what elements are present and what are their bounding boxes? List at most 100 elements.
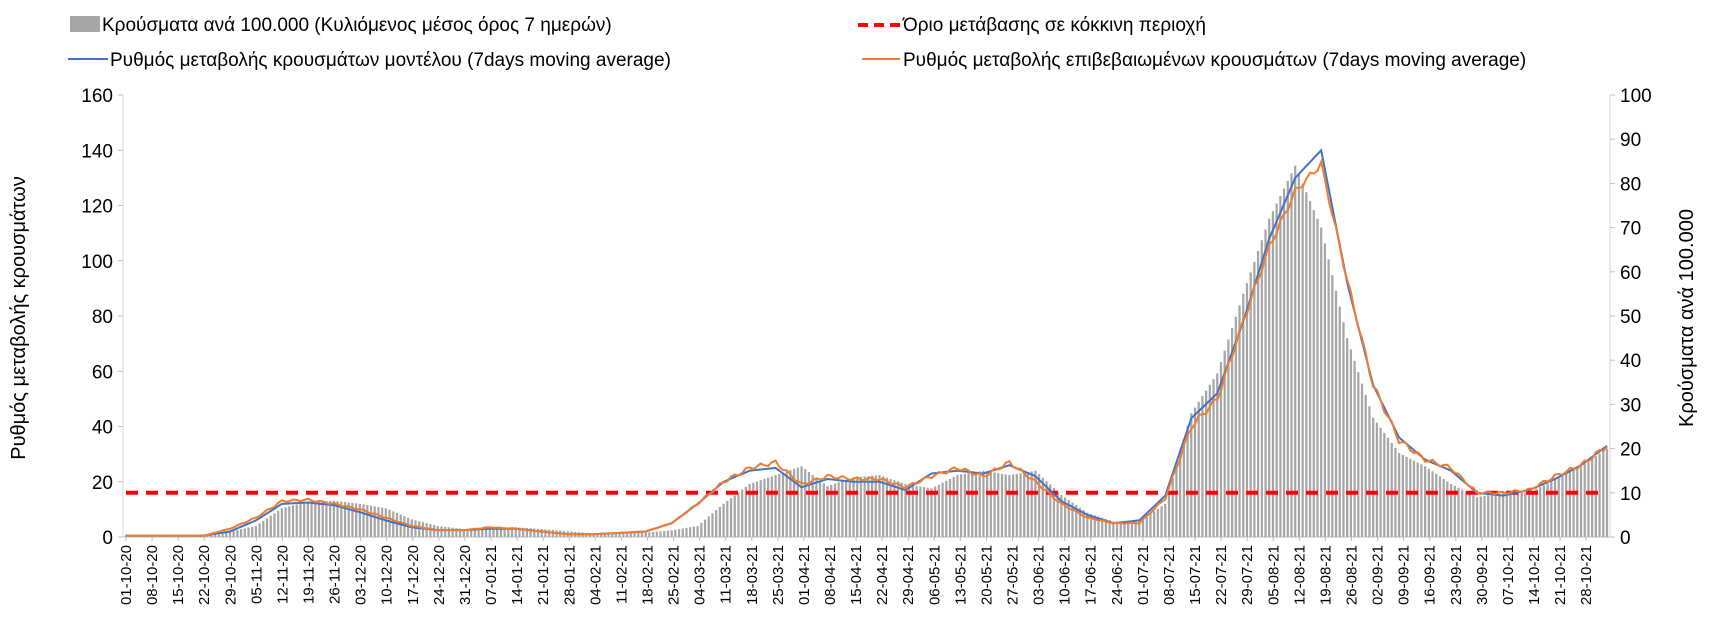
daily-bar: [1026, 471, 1030, 537]
daily-bar: [1238, 305, 1241, 537]
daily-bar: [392, 511, 395, 537]
daily-bar: [473, 528, 477, 537]
daily-bar: [778, 473, 781, 537]
daily-bar: [830, 484, 833, 537]
daily-bar: [1086, 512, 1089, 537]
daily-bar: [510, 527, 514, 537]
daily-bar: [1138, 521, 1141, 537]
daily-bar: [770, 476, 773, 537]
daily-bar: [1542, 485, 1546, 537]
daily-bar: [1019, 473, 1022, 537]
daily-bar: [1475, 497, 1479, 537]
daily-bar: [911, 485, 915, 537]
x-tick-label: 27-05-21: [1005, 545, 1022, 605]
daily-bar: [492, 528, 495, 537]
daily-bar: [807, 471, 811, 537]
daily-bar: [239, 529, 243, 537]
daily-bar: [1420, 464, 1423, 537]
right-tick-label: 80: [1620, 174, 1641, 195]
daily-bar: [1197, 401, 1200, 537]
daily-bar: [1320, 227, 1323, 537]
daily-bar: [496, 527, 499, 537]
daily-bar: [618, 532, 621, 537]
daily-bar: [755, 481, 759, 537]
daily-bar: [1167, 490, 1171, 537]
daily-bar: [1242, 293, 1245, 537]
daily-bar: [247, 527, 250, 537]
daily-bar: [329, 500, 332, 537]
daily-bar: [1327, 259, 1330, 537]
daily-bar: [1260, 240, 1263, 537]
daily-bar: [536, 528, 540, 537]
daily-bar: [377, 507, 380, 537]
daily-bar: [310, 501, 313, 537]
daily-bar: [432, 525, 436, 537]
x-tick-label: 15-04-21: [848, 545, 865, 605]
daily-bar: [503, 527, 506, 537]
x-tick-label: 29-10-20: [222, 545, 239, 605]
x-tick-label: 19-08-21: [1317, 545, 1334, 605]
daily-bar: [1472, 495, 1475, 537]
daily-bar: [232, 530, 235, 537]
daily-bar: [488, 528, 491, 537]
daily-bar: [1294, 165, 1297, 537]
daily-bar: [451, 527, 454, 537]
left-axis-title: Ρυθμός μεταβολής κρουσμάτων: [8, 176, 30, 460]
daily-bar: [700, 522, 703, 537]
daily-bar: [685, 527, 688, 537]
daily-bar: [852, 477, 855, 537]
daily-bar: [1527, 492, 1531, 537]
x-axis-ticks: 01-10-20 08-10-20 15-10-20 22-10-20 29-10-20…: [118, 537, 1595, 605]
daily-bar: [1097, 516, 1100, 537]
daily-bar: [1513, 492, 1516, 537]
daily-bar: [1550, 481, 1553, 537]
daily-bar: [1520, 492, 1523, 537]
daily-bar: [440, 526, 443, 537]
daily-bar: [651, 531, 655, 537]
daily-bar: [1583, 463, 1586, 537]
x-tick-label: 30-09-21: [1474, 545, 1491, 605]
daily-bar: [1561, 475, 1564, 537]
daily-bar: [729, 498, 733, 537]
daily-bar: [1119, 521, 1122, 537]
daily-bar: [466, 528, 469, 537]
daily-bar: [648, 532, 651, 537]
daily-bar: [384, 508, 387, 537]
x-tick-label: 15-07-21: [1187, 545, 1204, 605]
daily-bar: [481, 528, 484, 537]
daily-bar: [1034, 470, 1037, 537]
x-tick-label: 23-09-21: [1448, 545, 1465, 605]
daily-bar: [1030, 471, 1033, 537]
daily-bar: [1383, 432, 1386, 537]
daily-bar: [800, 466, 803, 537]
daily-bar: [1372, 417, 1375, 537]
x-tick-label: 03-12-20: [353, 545, 370, 605]
daily-bar: [974, 471, 978, 537]
x-tick-label: 10-06-21: [1057, 545, 1074, 605]
left-tick-label: 120: [81, 197, 113, 218]
daily-bar: [1201, 396, 1204, 537]
x-tick-label: 11-02-21: [613, 545, 630, 604]
x-tick-label: 26-11-20: [327, 545, 344, 604]
daily-bar: [213, 533, 217, 537]
daily-bar: [882, 476, 885, 537]
x-tick-label: 07-01-21: [483, 545, 500, 605]
daily-bar: [336, 501, 339, 537]
x-tick-label: 18-03-21: [744, 545, 761, 605]
daily-bar: [715, 510, 718, 537]
daily-bar: [522, 527, 525, 537]
daily-bar: [1464, 491, 1468, 537]
daily-bar: [1398, 453, 1401, 537]
daily-bar: [1134, 521, 1137, 537]
daily-bar: [759, 480, 762, 537]
daily-bar: [269, 515, 272, 537]
daily-bar: [1346, 338, 1349, 537]
legend-bar-label: Κρούσματα ανά 100.000 (Κυλιόμενος μέσος …: [102, 15, 612, 36]
daily-bar: [986, 471, 989, 537]
daily-bar: [1164, 503, 1167, 537]
left-tick-label: 160: [81, 86, 113, 107]
daily-bar: [1071, 502, 1074, 537]
daily-bar: [844, 479, 848, 537]
daily-bar: [1312, 209, 1315, 538]
daily-bar: [1331, 274, 1334, 537]
